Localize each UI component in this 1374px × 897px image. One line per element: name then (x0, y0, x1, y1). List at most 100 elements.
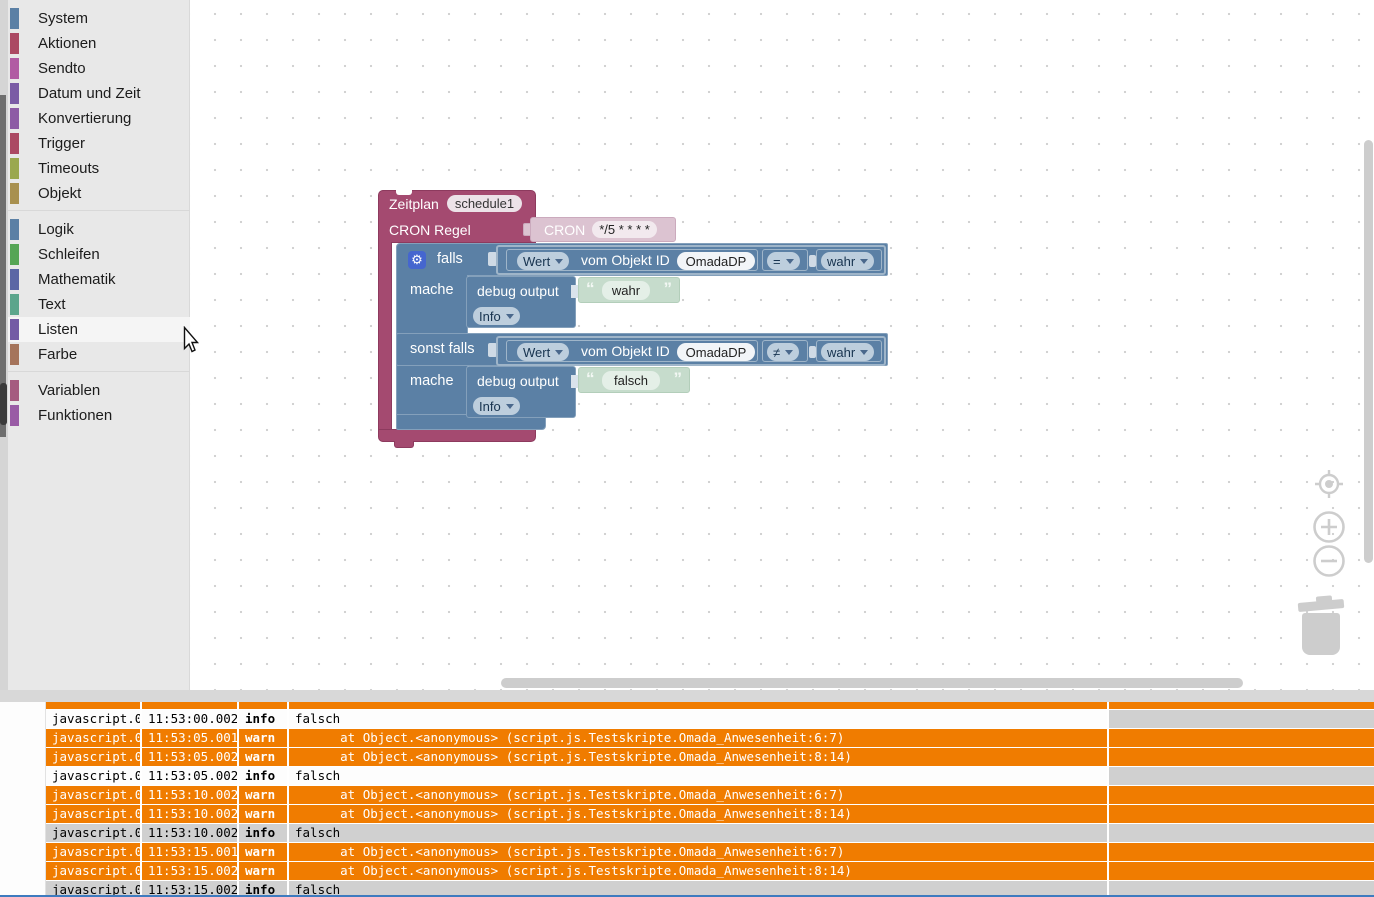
log-row[interactable]: javascript.0 11:53:10.002 warn at Object.<… (46, 805, 1374, 823)
bool-value-dropdown[interactable]: wahr (821, 343, 875, 361)
log-severity: warn (239, 805, 287, 823)
workspace-hscrollbar[interactable] (501, 678, 1243, 688)
logic-value-block-1[interactable]: wahr (816, 249, 882, 271)
log-time: 11:53:15.002 (142, 881, 237, 897)
object-id-field[interactable]: OmadaDP (677, 343, 755, 361)
log-source: javascript.0 (46, 729, 140, 747)
toolbox-item-timeouts[interactable]: Timeouts (8, 156, 190, 181)
toolbox-item-label: Variablen (38, 382, 101, 399)
log-message: at Object.<anonymous> (script.js.Testskr… (289, 843, 1107, 861)
log-row[interactable]: javascript.0 11:53:10.002 warn at Object.<… (46, 786, 1374, 804)
log-severity: info (239, 824, 287, 842)
mutator-gear-icon[interactable]: ⚙ (408, 251, 426, 269)
string-block-2[interactable]: “ falsch ” (578, 367, 690, 393)
logic-value-block-2[interactable]: wahr (816, 340, 882, 362)
string-block-1[interactable]: “ wahr ” (578, 277, 680, 303)
log-level-dropdown[interactable]: Info (473, 397, 520, 415)
get-value-block-1[interactable]: Wert vom Objekt ID OmadaDP (506, 249, 758, 271)
operator-dropdown[interactable]: = (767, 252, 800, 270)
schedule-block[interactable]: Zeitplan schedule1 CRON Regel (378, 190, 536, 243)
toolbox-item-datum-und-zeit[interactable]: Datum und Zeit (8, 81, 190, 106)
comparison-block-1[interactable]: Wert vom Objekt ID OmadaDP = wahr (496, 245, 886, 275)
toolbox-item-label: Farbe (38, 346, 78, 363)
log-severity: info (239, 767, 287, 785)
toolbox-scrollbar-thumb[interactable] (0, 383, 7, 425)
value-attr-dropdown[interactable]: Wert (517, 252, 570, 270)
category-color-swatch (10, 133, 19, 154)
debug-output-label: debug output (477, 283, 559, 299)
toolbox-item-mathematik[interactable]: Mathematik (8, 267, 190, 292)
workspace-vscrollbar[interactable] (1364, 140, 1373, 563)
quote-open-icon: “ (586, 279, 595, 298)
category-color-swatch (10, 294, 19, 315)
center-view-icon[interactable] (1314, 469, 1344, 499)
zoom-in-button[interactable] (1312, 510, 1346, 544)
toolbox-item-label: Listen (38, 321, 79, 338)
log-panel-divider[interactable] (0, 690, 1374, 702)
value-attr-dropdown[interactable]: Wert (517, 343, 570, 361)
toolbox-item-sendto[interactable]: Sendto (8, 56, 190, 81)
dropdown-caret-icon (505, 403, 514, 409)
object-id-field[interactable]: OmadaDP (677, 252, 755, 270)
debug-output-block-1[interactable]: debug output Info (466, 276, 580, 328)
log-row[interactable]: javascript.0 11:53:05.002 warn at Object.<… (46, 748, 1374, 766)
then2-label: mache (410, 373, 454, 389)
schedule-block-top-notch (396, 190, 412, 195)
trash-icon[interactable] (1302, 613, 1340, 655)
comparison-block-2[interactable]: Wert vom Objekt ID OmadaDP ≠ wahr (496, 336, 886, 366)
toolbox-item-label: Funktionen (38, 407, 113, 424)
log-severity: warn (239, 843, 287, 861)
operator-dropdown[interactable]: ≠ (767, 343, 800, 361)
toolbox-item-konvertierung[interactable]: Konvertierung (8, 106, 190, 131)
toolbox-item-listen[interactable]: Listen (8, 317, 190, 342)
toolbox-item-label: Timeouts (38, 160, 100, 177)
toolbox-item-variablen[interactable]: Variablen (8, 378, 190, 403)
toolbox-item-funktionen[interactable]: Funktionen (8, 403, 190, 428)
toolbox-scrollbar-track[interactable] (0, 95, 6, 437)
category-color-swatch (10, 219, 19, 240)
log-source: javascript.0 (46, 862, 140, 880)
dropdown-caret-icon (860, 349, 869, 355)
toolbox-item-objekt[interactable]: Objekt (8, 181, 190, 206)
log-message: falsch (289, 767, 1107, 785)
cron-shadow-block[interactable]: CRON */5 * * * * (530, 217, 676, 242)
operator-box-1[interactable]: = (762, 249, 808, 271)
debug-output-block-2[interactable]: debug output Info (466, 366, 580, 418)
schedule-name-field[interactable]: schedule1 (446, 195, 523, 212)
log-row[interactable]: javascript.0 11:53:10.002 info falsch (46, 824, 1374, 842)
string-text-field[interactable]: wahr (602, 281, 650, 300)
left-splitter[interactable] (0, 0, 8, 690)
log-row[interactable]: javascript.0 11:53:15.001 warn at Object.<… (46, 843, 1374, 861)
get-value-block-2[interactable]: Wert vom Objekt ID OmadaDP (506, 340, 758, 362)
operator-box-2[interactable]: ≠ (762, 340, 808, 362)
log-row[interactable]: javascript.0 11:53:05.001 warn at Object.<… (46, 729, 1374, 747)
dropdown-caret-icon (505, 313, 514, 319)
toolbox-item-label: Trigger (38, 135, 85, 152)
toolbox-item-system[interactable]: System (8, 6, 190, 31)
toolbox-item-text[interactable]: Text (8, 292, 190, 317)
cron-connector-tab (523, 223, 532, 236)
toolbox-item-farbe[interactable]: Farbe (8, 342, 190, 367)
zoom-out-button[interactable] (1312, 544, 1346, 578)
log-row[interactable]: javascript.0 11:53:05.002 info falsch (46, 767, 1374, 785)
toolbox-item-trigger[interactable]: Trigger (8, 131, 190, 156)
toolbox-item-schleifen[interactable]: Schleifen (8, 242, 190, 267)
schedule-block-spine[interactable] (378, 242, 392, 431)
bool-value-dropdown[interactable]: wahr (821, 252, 875, 270)
cron-value-field[interactable]: */5 * * * * (592, 221, 657, 238)
log-row[interactable]: javascript.0 11:53:15.002 warn at Object.<… (46, 862, 1374, 880)
log-row[interactable]: javascript.0 11:53:00.002 info falsch (46, 710, 1374, 728)
blockly-workspace[interactable] (190, 0, 1374, 690)
toolbox-item-aktionen[interactable]: Aktionen (8, 31, 190, 56)
log-row[interactable]: javascript.0 11:53:15.002 info falsch (46, 881, 1374, 897)
string-text-field[interactable]: falsch (602, 371, 660, 390)
category-color-swatch (10, 269, 19, 290)
category-color-swatch (10, 108, 19, 129)
log-time: 11:53:15.001 (142, 843, 237, 861)
log-row-partial[interactable] (46, 702, 1374, 709)
category-color-swatch (10, 344, 19, 365)
quote-close-icon: ” (673, 369, 683, 388)
log-severity: warn (239, 862, 287, 880)
log-level-dropdown[interactable]: Info (473, 307, 520, 325)
toolbox-item-logik[interactable]: Logik (8, 217, 190, 242)
